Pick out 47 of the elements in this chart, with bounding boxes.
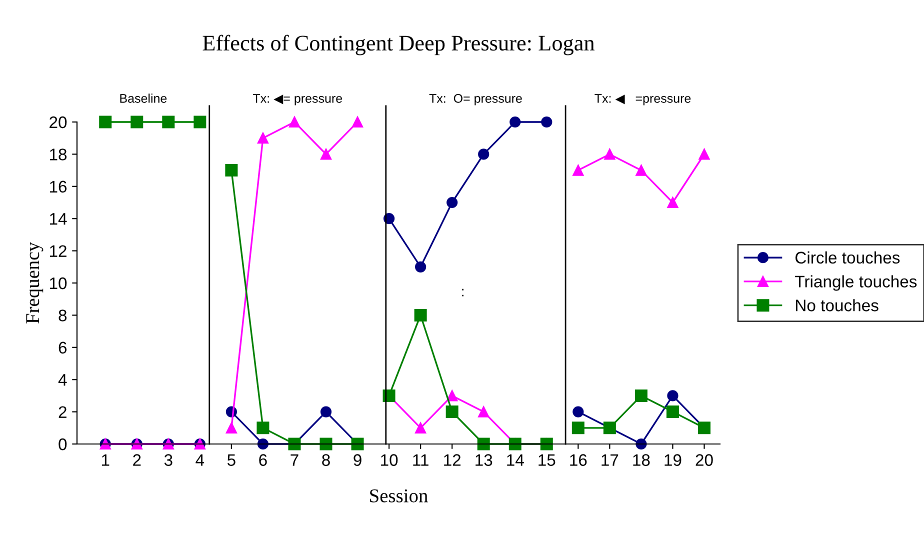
x-tick-label: 10 [381, 454, 398, 466]
x-tick-label: 7 [290, 454, 298, 466]
point [194, 116, 206, 128]
x-tick-label: 1 [102, 454, 110, 466]
y-axis-title: Frequency [26, 242, 44, 324]
text: Tx: ◀= pressure [252, 94, 342, 106]
x-tick-label: 6 [259, 454, 267, 466]
x-tick-label: 2 [133, 454, 141, 466]
y-tick-label: 16 [50, 180, 67, 193]
x-tick-label: 20 [696, 454, 713, 466]
y-tick-label: 0 [58, 438, 67, 450]
y-tick-label: 4 [58, 374, 67, 386]
x-tick-label: 9 [354, 454, 362, 466]
y-tick-label: 18 [50, 148, 67, 160]
x-tick-label: 3 [164, 454, 172, 466]
chart-title: Effects of Contingent Deep Pressure: Logan [202, 34, 595, 56]
legend-label: Circle touches [795, 251, 900, 264]
x-axis-title: Session [370, 489, 428, 502]
y-tick-label: 14 [50, 213, 67, 225]
x-tick-label: 17 [602, 454, 618, 466]
point [636, 438, 647, 450]
y-tick-label: 12 [50, 245, 66, 257]
x-tick-label: 8 [322, 454, 330, 466]
legend-label: No touches [796, 299, 878, 312]
x-tick-label: 12 [444, 454, 461, 466]
text: Baseline [120, 94, 167, 103]
y-tick-label: 2 [58, 406, 66, 418]
x-tick-label: 4 [196, 454, 204, 466]
point [162, 116, 175, 128]
text: Tx: O= pressure [429, 94, 522, 106]
x-tick-label: 14 [507, 454, 524, 466]
y-tick-label: 6 [58, 342, 67, 354]
y-tick-label: 8 [58, 310, 67, 322]
x-tick-label: 16 [570, 454, 587, 466]
x-tick-label: 18 [633, 454, 650, 466]
annotation: : [462, 288, 464, 296]
y-tick-label: 10 [50, 277, 67, 290]
point [130, 116, 144, 128]
legend-label: Triangle touches [795, 275, 917, 291]
text: Tx: ◀ =pressure [594, 94, 691, 106]
y-tick-label: 20 [50, 116, 67, 128]
point [99, 116, 112, 128]
x-tick-label: 5 [227, 454, 236, 466]
x-tick-label: 13 [476, 454, 492, 466]
x-tick-label: 15 [538, 454, 556, 466]
x-tick-label: 11 [413, 454, 428, 466]
x-tick-label: 19 [664, 454, 682, 466]
